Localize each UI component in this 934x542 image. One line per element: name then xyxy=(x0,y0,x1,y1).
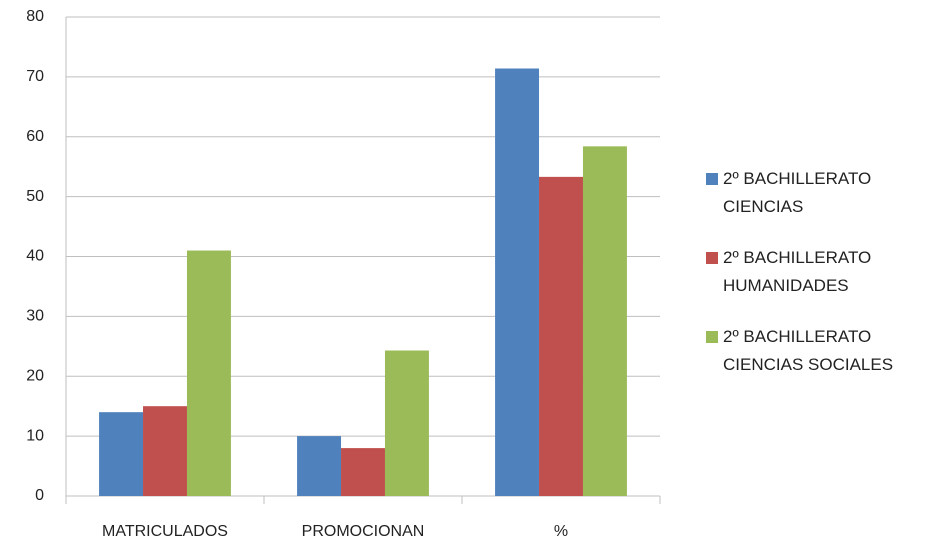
y-tick-label: 70 xyxy=(26,68,44,85)
bar xyxy=(539,176,583,496)
y-tick-label: 80 xyxy=(26,8,44,25)
y-tick-label: 10 xyxy=(26,427,44,444)
y-tick-label: 60 xyxy=(26,128,44,145)
bar xyxy=(99,412,144,496)
legend-swatch xyxy=(706,173,718,185)
bar xyxy=(297,436,342,496)
legend-entry: 2º BACHILLERATO CIENCIAS SOCIALES xyxy=(706,323,921,379)
x-tick-label: PROMOCIONAN xyxy=(302,523,425,540)
bar xyxy=(341,448,385,496)
bar xyxy=(495,68,540,497)
bar xyxy=(143,406,187,496)
y-tick-label: 0 xyxy=(35,487,44,504)
legend-label: 2º BACHILLERATO CIENCIAS SOCIALES xyxy=(723,327,894,374)
y-tick-label: 40 xyxy=(26,248,44,265)
legend-label: 2º BACHILLERATO CIENCIAS xyxy=(723,169,872,216)
y-tick-label: 20 xyxy=(26,367,44,384)
legend-swatch xyxy=(706,252,718,264)
bar xyxy=(384,350,429,496)
x-tick-label: MATRICULADOS xyxy=(102,523,228,540)
x-tick-label: % xyxy=(554,523,568,540)
bar xyxy=(186,250,231,496)
legend-label: 2º BACHILLERATO HUMANIDADES xyxy=(723,248,872,295)
legend-entry: 2º BACHILLERATO HUMANIDADES xyxy=(706,244,921,300)
legend-swatch xyxy=(706,331,718,343)
y-tick-label: 50 xyxy=(26,188,44,205)
bar xyxy=(582,146,627,496)
legend-entry: 2º BACHILLERATO CIENCIAS xyxy=(706,165,921,221)
y-tick-label: 30 xyxy=(26,308,44,325)
